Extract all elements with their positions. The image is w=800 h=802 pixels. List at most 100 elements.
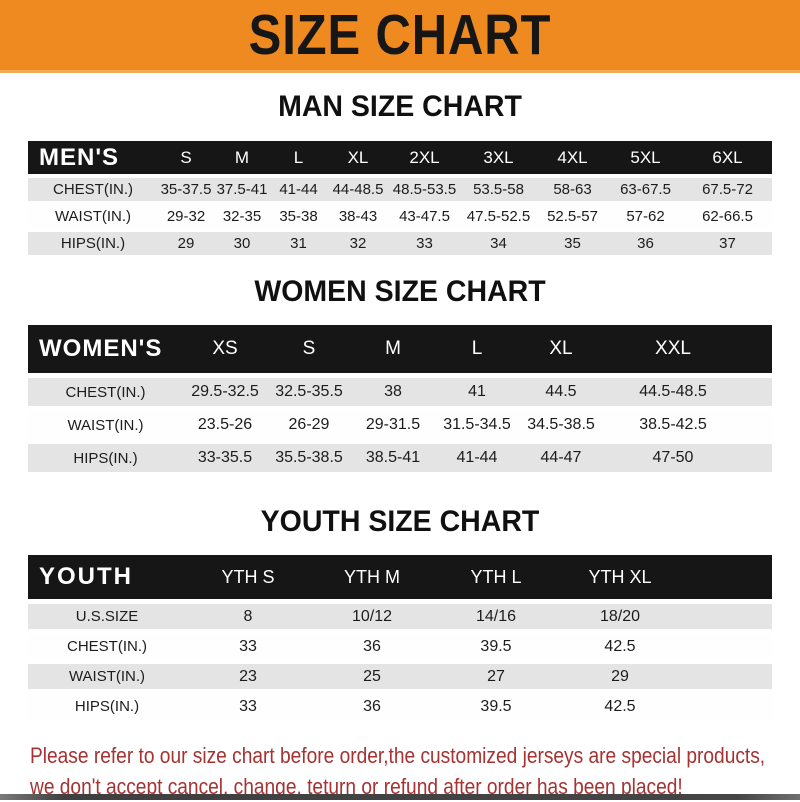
men-data-cell: 38-43 (338, 208, 378, 225)
women-header-row: WOMEN'S XS S M L XL XXL (28, 325, 772, 373)
women-data-cell: 35.5-38.5 (275, 449, 343, 466)
women-data-cell: 38.5-42.5 (639, 416, 707, 433)
youth-data-cell: 14/16 (475, 607, 517, 625)
women-data-cell: 44.5 (545, 383, 577, 400)
women-table-row: WAIST(IN.) 23.5-26 26-29 29-31.5 31.5-34.5 34… (28, 411, 772, 439)
men-data-cell: 36 (637, 235, 654, 252)
men-data-cell: 57-62 (626, 208, 665, 225)
women-data-cell: 34.5-38.5 (527, 416, 595, 433)
youth-data-cell: 8 (243, 607, 253, 625)
women-data-cell: 26-29 (288, 416, 330, 433)
youth-column-header: YTH L (470, 566, 522, 587)
men-data-cell: 43-47.5 (399, 208, 450, 225)
youth-data-cell: 36 (363, 637, 381, 655)
youth-data-cell: 39.5 (480, 637, 512, 655)
youth-data-cell: 27 (487, 667, 505, 685)
men-column-header: 4XL (557, 147, 588, 167)
women-data-cell: 29.5-32.5 (191, 383, 259, 400)
men-data-cell: 35-37.5 (160, 181, 212, 198)
youth-column-header: YTH XL (588, 566, 652, 587)
youth-data-cell: 33 (239, 637, 257, 655)
men-data-cell: 62-66.5 (702, 208, 753, 225)
men-column-header: 5XL (630, 147, 661, 167)
youth-data-cell: 42.5 (604, 697, 636, 715)
youth-data-cell: 39.5 (480, 697, 512, 715)
women-column-header: XS (212, 338, 238, 359)
men-data-cell: 58-63 (553, 181, 592, 198)
men-data-cell: 35 (564, 235, 581, 252)
men-data-cell: 29-32 (166, 208, 206, 225)
youth-header-label: YOUTH (39, 563, 133, 590)
women-size-table: WOMEN'S XS S M L XL XXL CHEST(IN.) 29.5-32.5 32.5… (28, 325, 772, 472)
men-data-cell: 31 (290, 235, 307, 252)
men-section-title: MAN SIZE CHART (278, 90, 522, 123)
women-size-section: WOMEN SIZE CHART WOMEN'S XS S M L XL XXL CHEST(… (0, 275, 800, 472)
women-row-label: WAIST(IN.) (67, 416, 144, 434)
order-disclaimer: Please refer to our size chart before or… (30, 740, 800, 802)
women-column-header: M (385, 338, 401, 359)
men-data-cell: 37.5-41 (216, 181, 268, 198)
men-header-label: MEN'S (39, 143, 120, 171)
youth-data-cell: 10/12 (351, 607, 393, 625)
men-size-table: MEN'S S M L XL 2XL 3XL 4XL 5XL 6XL CHEST(IN.) 35-37… (28, 141, 772, 255)
banner-title: SIZE CHART (248, 3, 552, 67)
women-data-cell: 38.5-41 (365, 449, 421, 466)
men-data-cell: 63-67.5 (620, 181, 671, 198)
women-data-cell: 44.5-48.5 (639, 383, 707, 400)
women-data-cell: 47-50 (652, 449, 694, 466)
youth-column-header: YTH M (344, 566, 400, 587)
men-data-cell: 32-35 (222, 208, 262, 225)
youth-data-cell: 33 (239, 697, 257, 715)
women-table-row: CHEST(IN.) 29.5-32.5 32.5-35.5 38 41 44.5 44.5… (28, 378, 772, 406)
men-data-cell: 52.5-57 (547, 208, 598, 225)
men-data-cell: 48.5-53.5 (392, 181, 457, 198)
men-data-cell: 32 (349, 235, 367, 252)
youth-size-table: YOUTH YTH S YTH M YTH L YTH XL U.S.SIZE 8 10/12… (28, 555, 772, 719)
men-column-header: S (180, 147, 192, 167)
bottom-edge-bar (0, 794, 800, 800)
men-column-header: 3XL (483, 147, 514, 167)
women-data-cell: 33-35.5 (197, 449, 253, 466)
women-data-cell: 31.5-34.5 (443, 416, 511, 433)
men-header-row: MEN'S S M L XL 2XL 3XL 4XL 5XL 6XL (28, 141, 772, 174)
youth-table-row: CHEST(IN.) 33 36 39.5 42.5 (28, 634, 772, 659)
size-chart-banner: SIZE CHART (0, 0, 800, 73)
men-row-label: WAIST(IN.) (54, 208, 132, 225)
youth-section-title: YOUTH SIZE CHART (260, 505, 540, 538)
women-column-header: L (471, 338, 483, 359)
men-data-cell: 53.5-58 (473, 181, 524, 198)
youth-table-row: U.S.SIZE 8 10/12 14/16 18/20 (28, 604, 772, 629)
men-data-cell: 33 (416, 235, 433, 252)
men-column-header: XL (347, 147, 369, 167)
women-section-title: WOMEN SIZE CHART (254, 275, 546, 308)
women-column-header: XXL (655, 338, 691, 359)
men-data-cell: 41-44 (279, 181, 318, 198)
men-data-cell: 44-48.5 (332, 181, 384, 198)
youth-size-section: YOUTH SIZE CHART YOUTH YTH S YTH M YTH L YTH… (0, 505, 800, 719)
men-data-cell: 29 (177, 235, 195, 252)
women-data-cell: 23.5-26 (197, 416, 253, 433)
disclaimer-line-1: Please refer to our size chart before or… (30, 743, 766, 768)
men-data-cell: 37 (719, 235, 736, 252)
men-size-section: MAN SIZE CHART MEN'S S M L XL 2XL 3XL 4XL 5XL 6XL… (0, 90, 800, 255)
youth-header-row: YOUTH YTH S YTH M YTH L YTH XL (28, 555, 772, 599)
women-data-cell: 32.5-35.5 (275, 383, 343, 400)
youth-data-cell: 36 (363, 697, 381, 715)
youth-row-label: HIPS(IN.) (74, 698, 140, 715)
youth-data-cell: 23 (239, 667, 257, 685)
women-data-cell: 44-47 (540, 449, 582, 466)
youth-table-row: WAIST(IN.) 23 25 27 29 (28, 664, 772, 689)
men-data-cell: 35-38 (279, 208, 318, 225)
youth-data-cell: 29 (611, 667, 629, 685)
men-data-cell: 67.5-72 (702, 181, 753, 198)
women-column-header: S (302, 338, 316, 359)
youth-row-label: U.S.SIZE (75, 608, 139, 625)
men-row-label: HIPS(IN.) (60, 235, 126, 252)
men-data-cell: 34 (490, 235, 507, 252)
youth-table-row: HIPS(IN.) 33 36 39.5 42.5 (28, 694, 772, 719)
women-table-row: HIPS(IN.) 33-35.5 35.5-38.5 38.5-41 41-44 44-… (28, 444, 772, 472)
women-data-cell: 41-44 (456, 449, 498, 466)
men-table-row: HIPS(IN.) 29 30 31 32 33 34 35 36 37 (28, 232, 772, 255)
men-column-header: M (234, 147, 250, 167)
youth-data-cell: 25 (363, 667, 381, 685)
